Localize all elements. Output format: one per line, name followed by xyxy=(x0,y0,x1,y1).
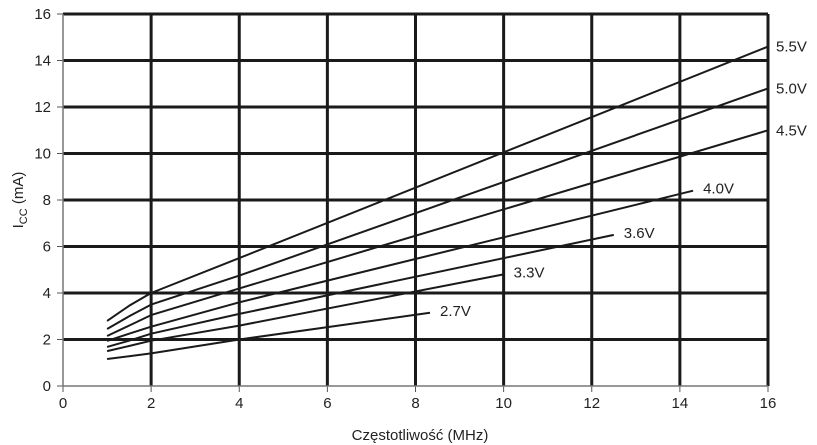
series-label: 4.5V xyxy=(776,122,807,139)
series-line-5_5V xyxy=(106,45,769,322)
series-line-4_5V xyxy=(106,129,769,337)
x-axis-label: Częstotliwość (MHz) xyxy=(352,427,489,444)
series-label: 2.7V xyxy=(440,303,471,320)
y-axis-label-sub: CC xyxy=(18,208,30,224)
series-line-3_6V xyxy=(106,233,615,348)
y-tick-label: 0 xyxy=(43,378,51,395)
x-tick-label: 12 xyxy=(583,395,600,412)
y-tick-label: 12 xyxy=(34,99,51,116)
y-axis-label-main: I xyxy=(10,224,27,228)
series-group: 5.5V 5.0V 4.5V 4.0V 3.6V 3.3V 2.7V xyxy=(106,39,807,360)
x-tick-label: 16 xyxy=(760,395,777,412)
tick-labels: 0 2 4 6 8 10 12 14 16 0 2 4 6 8 10 12 14 16 xyxy=(34,6,776,412)
y-tick-label: 10 xyxy=(34,146,51,163)
x-tick-label: 0 xyxy=(59,395,67,412)
axes xyxy=(57,13,769,392)
x-tick-label: 8 xyxy=(411,395,419,412)
y-tick-label: 14 xyxy=(34,53,51,70)
y-tick-label: 16 xyxy=(34,6,51,23)
series-label: 4.0V xyxy=(703,181,734,198)
series-line-2_7V xyxy=(106,311,431,360)
y-tick-label: 2 xyxy=(43,332,51,349)
x-tick-label: 2 xyxy=(147,395,155,412)
x-tick-label: 14 xyxy=(672,395,689,412)
x-tick-label: 4 xyxy=(235,395,243,412)
grid xyxy=(63,12,770,386)
series-line-4_0V xyxy=(106,189,694,342)
y-tick-label: 8 xyxy=(43,192,51,209)
series-label: 5.5V xyxy=(776,39,807,56)
y-tick-label: 6 xyxy=(43,239,51,256)
series-line-3_3V xyxy=(106,273,504,353)
y-tick-label: 4 xyxy=(43,285,51,302)
series-label: 5.0V xyxy=(776,80,807,97)
x-tick-label: 10 xyxy=(495,395,512,412)
y-axis-label: ICC (mA) xyxy=(10,172,30,229)
series-label: 3.3V xyxy=(514,264,545,281)
x-tick-label: 6 xyxy=(323,395,331,412)
series-label: 3.6V xyxy=(624,225,655,242)
y-axis-label-unit: (mA) xyxy=(10,172,27,209)
series-line-5_0V xyxy=(106,87,769,330)
